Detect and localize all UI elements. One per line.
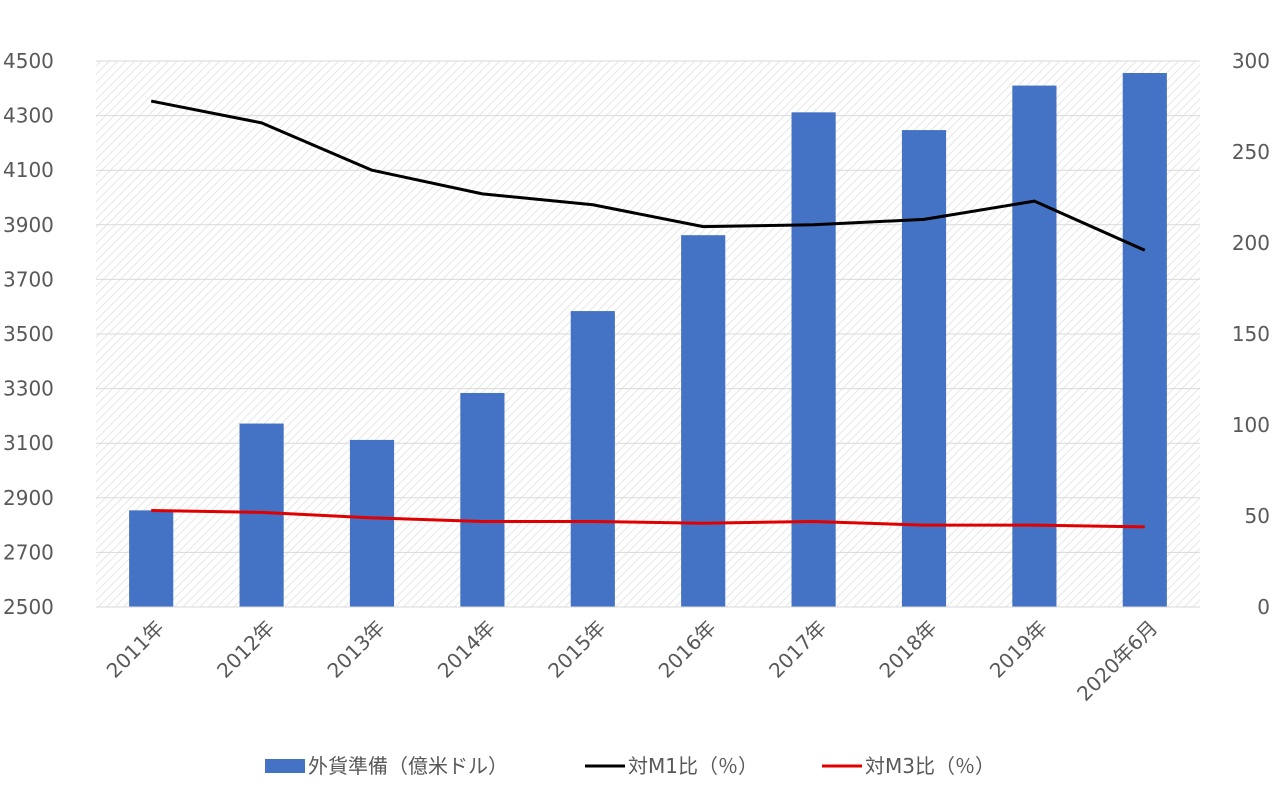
bar xyxy=(681,235,726,607)
y-left-tick-label: 2700 xyxy=(3,540,54,564)
legend-label: 外貨準備（億米ドル） xyxy=(308,754,508,778)
x-category-label: 2018年 xyxy=(874,616,941,683)
y-left-tick-label: 3300 xyxy=(3,377,54,401)
legend: 外貨準備（億米ドル） 対M1比（％） 対M3比（％） xyxy=(265,754,995,778)
y-left-tick-label: 4100 xyxy=(3,158,54,182)
x-category-label: 2019年 xyxy=(985,616,1052,683)
y-left-tick-label: 3700 xyxy=(3,267,54,291)
x-category-label: 2014年 xyxy=(433,616,500,683)
bar xyxy=(1122,73,1167,607)
bar xyxy=(791,112,836,607)
y-right-tick-label: 50 xyxy=(1245,504,1270,528)
bar xyxy=(570,311,615,607)
bar xyxy=(349,439,395,607)
y-left-tick-label: 4500 xyxy=(3,49,54,73)
y-right-tick-label: 250 xyxy=(1232,140,1270,164)
series-line xyxy=(151,509,1145,529)
y-left-tick-label: 3500 xyxy=(3,322,54,346)
y-right-tick-label: 150 xyxy=(1232,322,1270,346)
bar-series xyxy=(129,73,1167,607)
y-right-tick-label: 100 xyxy=(1232,413,1270,437)
y-left-tick-label: 2900 xyxy=(3,486,54,510)
x-category-label: 2012年 xyxy=(212,616,279,683)
y-right-tick-label: 0 xyxy=(1257,595,1270,619)
bar xyxy=(239,423,284,607)
x-category-label: 2011年 xyxy=(102,616,169,683)
y-left-tick-label: 2500 xyxy=(3,595,54,619)
y-left-tick-label: 3100 xyxy=(3,431,54,455)
bar xyxy=(460,392,505,607)
x-category-label: 2016年 xyxy=(654,616,721,683)
y-right-tick-label: 300 xyxy=(1232,49,1270,73)
x-category-label: 2013年 xyxy=(322,616,389,683)
y-left-tick-label: 3900 xyxy=(3,213,54,237)
x-category-label: 2017年 xyxy=(764,616,831,683)
x-category-label: 2015年 xyxy=(543,616,610,683)
legend-label: 対M1比（％） xyxy=(628,754,758,778)
bar xyxy=(1012,85,1057,607)
bar xyxy=(901,130,947,607)
series-line xyxy=(150,99,1146,252)
x-category-label: 2020年6月 xyxy=(1072,616,1162,706)
y-left-tick-label: 4300 xyxy=(3,104,54,128)
legend-swatch-bar xyxy=(265,759,305,773)
legend-label: 対M3比（％） xyxy=(865,754,995,778)
y-right-tick-label: 200 xyxy=(1232,231,1270,255)
bar xyxy=(129,510,174,607)
line-series xyxy=(150,99,1146,529)
